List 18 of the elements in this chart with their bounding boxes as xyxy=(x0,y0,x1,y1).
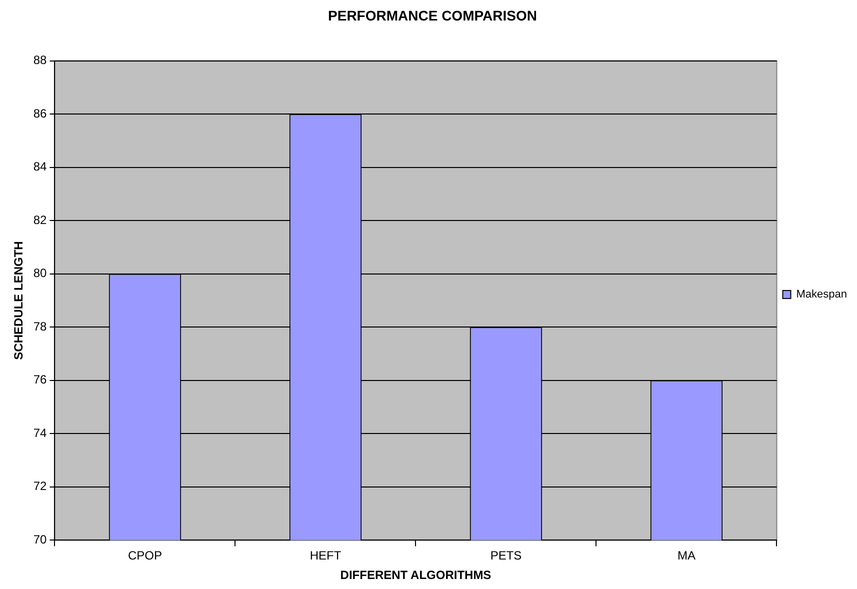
x-axis-title: DIFFERENT ALGORITHMS xyxy=(340,568,492,582)
chart-title: PERFORMANCE COMPARISON xyxy=(328,7,537,24)
y-tick-label: 82 xyxy=(33,212,48,227)
y-tick-label: 80 xyxy=(33,266,48,280)
x-tick-label: MA xyxy=(678,548,696,563)
y-tick-label: 70 xyxy=(33,532,48,547)
y-tick-label: 76 xyxy=(33,372,48,387)
x-tick-label: HEFT xyxy=(310,548,342,563)
y-tick-label: 88 xyxy=(33,53,48,68)
y-tick-label: 74 xyxy=(33,426,48,440)
y-tick-label: 86 xyxy=(33,106,48,120)
y-tick-label: 84 xyxy=(33,160,48,174)
y-tick-label: 78 xyxy=(33,319,48,334)
y-tick-label: 72 xyxy=(33,479,48,494)
legend-label: Makespan xyxy=(796,288,848,301)
x-tick-label: PETS xyxy=(490,548,522,563)
y-axis-title: SCHEDULE LENGTH xyxy=(12,241,26,360)
x-tick-label: CPOP xyxy=(128,548,162,563)
